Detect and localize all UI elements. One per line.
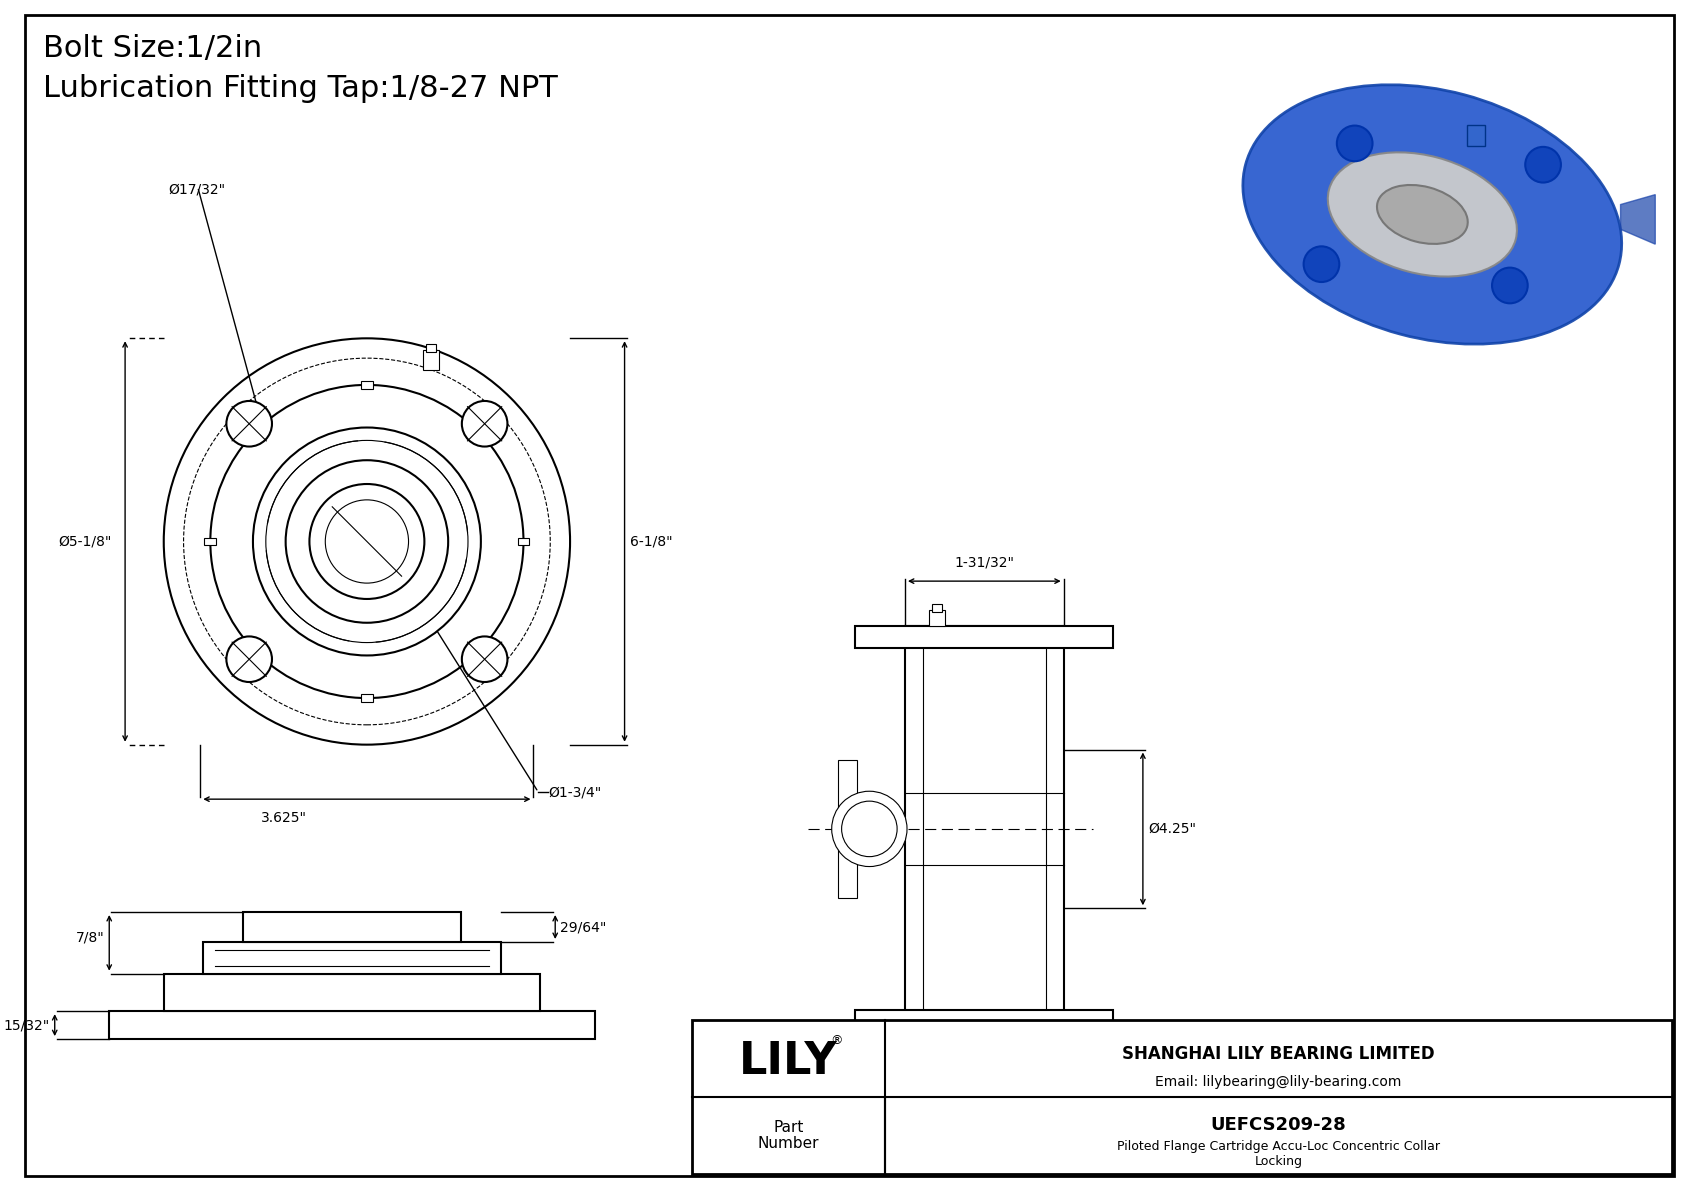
Text: Ø5-1/8": Ø5-1/8"	[59, 535, 113, 549]
Text: 15/32": 15/32"	[3, 1018, 51, 1033]
Bar	[204, 942, 500, 973]
Bar	[837, 760, 857, 898]
Text: 29/64": 29/64"	[561, 919, 606, 934]
Polygon shape	[1620, 194, 1655, 244]
Text: LILY: LILY	[739, 1040, 839, 1083]
Text: ®: ®	[830, 1034, 842, 1047]
Circle shape	[286, 460, 448, 623]
Bar	[163, 973, 541, 1011]
Bar	[242, 912, 461, 942]
Bar	[360, 381, 372, 389]
Circle shape	[461, 636, 507, 682]
Bar	[931, 604, 941, 612]
Text: Ø4.25": Ø4.25"	[1148, 822, 1196, 836]
Bar	[423, 350, 440, 370]
Circle shape	[1303, 247, 1339, 282]
Bar	[930, 610, 945, 625]
Text: SHANGHAI LILY BEARING LIMITED: SHANGHAI LILY BEARING LIMITED	[1122, 1045, 1435, 1062]
Circle shape	[1492, 268, 1527, 304]
Circle shape	[163, 338, 571, 744]
Circle shape	[461, 401, 507, 447]
Bar	[204, 537, 216, 545]
Text: Part: Part	[773, 1121, 803, 1135]
Text: Ø17/32": Ø17/32"	[168, 182, 226, 197]
Bar	[109, 1011, 594, 1039]
Circle shape	[832, 791, 908, 867]
Circle shape	[253, 428, 482, 655]
Text: Piloted Flange Cartridge Accu-Loc Concentric Collar
Locking: Piloted Flange Cartridge Accu-Loc Concen…	[1116, 1140, 1440, 1168]
Ellipse shape	[1243, 85, 1622, 344]
Circle shape	[226, 636, 273, 682]
Text: Number: Number	[758, 1136, 820, 1151]
Text: Ø1-3/4": Ø1-3/4"	[549, 785, 601, 799]
Text: 1-31/32": 1-31/32"	[955, 1081, 1014, 1096]
Text: 7/8": 7/8"	[76, 931, 104, 944]
Bar	[855, 1010, 1113, 1033]
Circle shape	[1337, 125, 1372, 161]
Bar	[1467, 125, 1485, 146]
Ellipse shape	[1378, 185, 1468, 244]
Text: Bolt Size:1/2in: Bolt Size:1/2in	[42, 35, 263, 63]
Bar	[855, 625, 1113, 648]
Circle shape	[210, 385, 524, 698]
Text: 1-31/32": 1-31/32"	[955, 555, 1014, 569]
Bar	[426, 344, 436, 353]
Circle shape	[1526, 146, 1561, 182]
Ellipse shape	[1327, 152, 1517, 276]
Bar	[517, 537, 529, 545]
Bar	[904, 625, 1064, 1033]
Text: UEFCS209-28: UEFCS209-28	[1211, 1116, 1347, 1134]
Bar	[692, 1021, 1672, 1174]
Bar	[360, 694, 372, 701]
Text: 3.625": 3.625"	[261, 811, 306, 825]
Circle shape	[310, 484, 424, 599]
Text: Lubrication Fitting Tap:1/8-27 NPT: Lubrication Fitting Tap:1/8-27 NPT	[42, 74, 557, 102]
Circle shape	[226, 401, 273, 447]
Text: 6-1/8": 6-1/8"	[630, 535, 672, 549]
Text: Email: lilybearing@lily-bearing.com: Email: lilybearing@lily-bearing.com	[1155, 1074, 1401, 1089]
